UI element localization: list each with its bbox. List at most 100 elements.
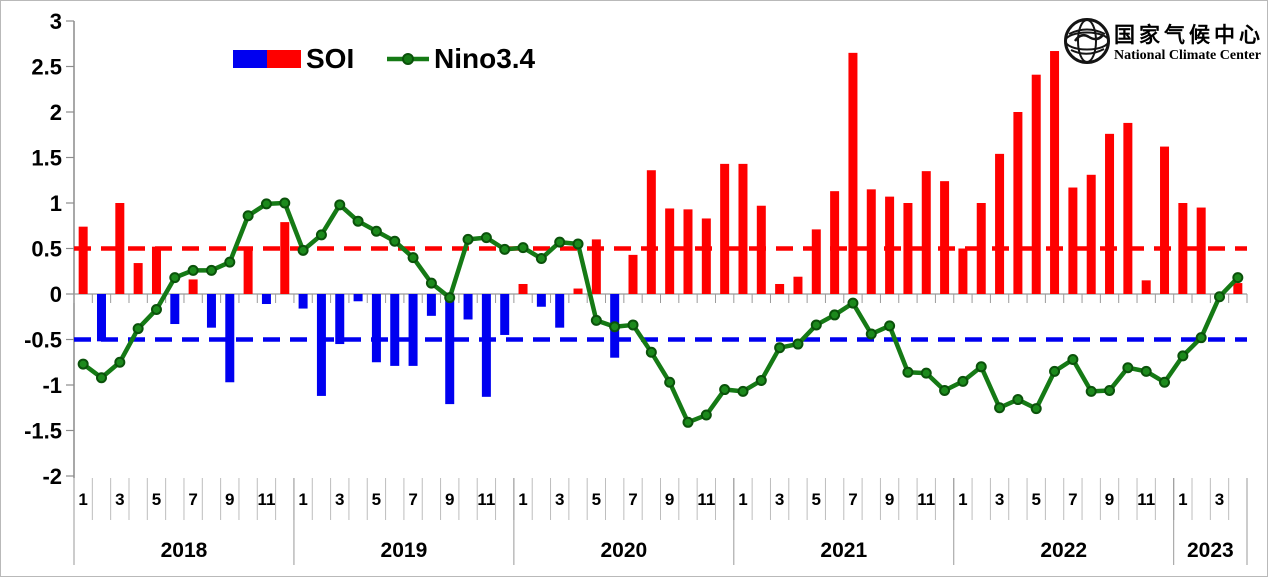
nino34-point xyxy=(554,236,566,248)
soi-bar xyxy=(133,263,143,294)
soi-bar xyxy=(848,52,858,294)
y-axis-tick-label: 1 xyxy=(50,191,62,216)
nino34-point xyxy=(150,303,162,315)
x-axis-month-label: 1 xyxy=(738,490,747,509)
soi-bar xyxy=(316,294,326,396)
x-axis-month-label: 1 xyxy=(1178,490,1187,509)
soi-bar xyxy=(1068,187,1078,294)
x-axis-month-label: 5 xyxy=(592,490,601,509)
nino34-point xyxy=(1085,385,1097,397)
soi-bar xyxy=(390,294,400,366)
soi-bar xyxy=(995,153,1005,294)
soi-bar xyxy=(536,294,546,307)
soi-bar xyxy=(1233,283,1243,294)
soi-bar xyxy=(96,294,106,342)
y-axis-tick-label: 0.5 xyxy=(31,237,62,262)
nino34-point xyxy=(315,229,327,241)
soi-bar xyxy=(445,294,455,405)
x-axis-month-label: 7 xyxy=(848,490,857,509)
soi-bar xyxy=(115,203,125,294)
nino34-point xyxy=(1049,365,1061,377)
x-axis-month-label: 7 xyxy=(188,490,197,509)
soi-bar xyxy=(1196,207,1206,294)
y-axis-tick-label: 2.5 xyxy=(31,55,62,80)
nino34-point xyxy=(499,243,511,255)
nino34-point xyxy=(297,244,309,256)
x-axis-month-label: 1 xyxy=(958,490,967,509)
x-axis-month-label: 9 xyxy=(1105,490,1114,509)
x-axis-year-label: 2021 xyxy=(820,539,867,562)
legend: SOI Nino3.4 xyxy=(233,43,536,74)
soi-bar xyxy=(335,294,345,345)
nino34-point xyxy=(425,277,437,289)
nino34-point xyxy=(1122,362,1134,374)
soi-bar xyxy=(793,276,803,294)
nino-line-layer xyxy=(77,197,1244,428)
y-axis-tick-label: -0.5 xyxy=(24,328,62,353)
nino34-point xyxy=(975,361,987,373)
x-axis-month-label: 11 xyxy=(257,490,275,509)
nino34-point xyxy=(627,319,639,331)
soi-bar xyxy=(188,279,198,294)
x-axis-month-label: 3 xyxy=(115,490,124,509)
nino34-point xyxy=(444,292,456,304)
y-axis-tick-label: 1.5 xyxy=(31,146,62,171)
legend-nino-marker xyxy=(402,53,414,65)
nino34-point xyxy=(1067,354,1079,366)
x-axis-month-label: 5 xyxy=(372,490,381,509)
nino34-point xyxy=(774,342,786,354)
soi-bar xyxy=(591,239,601,294)
x-axis-month-label: 11 xyxy=(697,490,715,509)
ncc-logo-en-text: National Climate Center xyxy=(1114,48,1261,63)
soi-bar xyxy=(1105,133,1115,294)
y-axis-tick-label: -1 xyxy=(42,373,62,398)
nino34-point xyxy=(1177,350,1189,362)
legend-nino-label: Nino3.4 xyxy=(434,43,536,74)
nino34-point xyxy=(810,319,822,331)
nino34-point xyxy=(884,320,896,332)
y-axis-tick-label: -2 xyxy=(42,464,62,489)
soi-bar xyxy=(151,246,161,294)
nino34-point xyxy=(95,372,107,384)
nino34-point xyxy=(169,272,181,284)
soi-bar xyxy=(1050,51,1060,294)
soi-bar xyxy=(811,229,821,294)
soi-bar xyxy=(775,283,785,294)
nino34-point xyxy=(609,321,621,333)
soi-bar xyxy=(958,248,968,294)
nino34-point xyxy=(957,375,969,387)
nino34-point xyxy=(719,384,731,396)
soi-bar xyxy=(1031,74,1041,294)
soi-bar xyxy=(500,294,510,335)
nino34-point xyxy=(334,199,346,211)
legend-soi-label: SOI xyxy=(306,43,354,74)
x-axis-year-label: 2022 xyxy=(1040,539,1087,562)
soi-bar xyxy=(628,254,638,294)
nino34-point xyxy=(847,297,859,309)
nino34-point xyxy=(77,358,89,370)
nino34-point xyxy=(114,356,126,368)
x-axis-month-label: 9 xyxy=(665,490,674,509)
soi-bar xyxy=(170,294,180,325)
nino34-point xyxy=(682,416,694,428)
nino34-point xyxy=(902,366,914,378)
x-axis-month-label: 9 xyxy=(445,490,454,509)
y-axis-tick-label: 3 xyxy=(50,9,62,34)
x-axis-month-label: 7 xyxy=(1068,490,1077,509)
nino34-point xyxy=(700,409,712,421)
soi-bar xyxy=(206,294,216,328)
nino34-point xyxy=(1140,365,1152,377)
soi-bar xyxy=(573,288,583,294)
x-axis-year-label: 2018 xyxy=(161,539,208,562)
nino34-line xyxy=(80,200,1241,425)
soi-bar xyxy=(738,163,748,294)
soi-bar xyxy=(261,294,271,305)
y-axis-tick-label: 2 xyxy=(50,100,62,125)
nino34-point xyxy=(462,233,474,245)
nino34-point xyxy=(407,252,419,264)
soi-bar xyxy=(298,294,308,309)
x-axis-month-label: 11 xyxy=(477,490,495,509)
x-axis-year-label: 2023 xyxy=(1187,539,1234,562)
soi-bar xyxy=(225,294,235,383)
